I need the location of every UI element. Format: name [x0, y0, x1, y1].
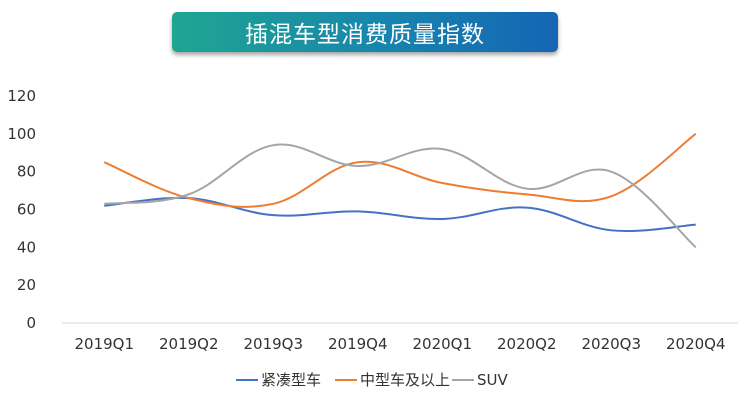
legend-label-2: SUV: [477, 371, 509, 389]
chart-title: 插混车型消费质量指数: [172, 12, 558, 52]
y-tick-label-5: 100: [7, 125, 36, 143]
y-tick-label-4: 80: [17, 163, 36, 181]
x-tick-label-0: 2019Q1: [74, 335, 134, 353]
y-tick-label-2: 40: [17, 238, 36, 256]
legend-label-1: 中型车及以上: [360, 371, 450, 389]
x-tick-label-2: 2019Q3: [243, 335, 303, 353]
y-tick-label-3: 60: [17, 201, 36, 219]
legend: 紧凑型车 中型车及以上 SUV: [236, 371, 509, 389]
y-tick-label-0: 0: [26, 314, 36, 332]
y-tick-label-6: 120: [7, 87, 36, 105]
series-line-1: [103, 133, 697, 208]
x-tick-label-7: 2020Q4: [666, 335, 726, 353]
x-tick-label-3: 2019Q4: [328, 335, 388, 353]
series-line-0: [104, 196, 696, 232]
x-axis-ticks: 2019Q1 2019Q2 2019Q3 2019Q4 2020Q1 2020Q2 2020…: [74, 335, 725, 353]
x-tick-label-6: 2020Q3: [581, 335, 641, 353]
y-tick-label-1: 20: [17, 276, 36, 294]
x-tick-label-1: 2019Q2: [159, 335, 219, 353]
x-tick-label-4: 2020Q1: [412, 335, 472, 353]
series-line-2: [104, 143, 697, 249]
x-tick-label-5: 2020Q2: [497, 335, 557, 353]
legend-label-0: 紧凑型车: [261, 371, 321, 389]
series-lines: [103, 133, 697, 249]
y-axis-ticks: 0 20 40 60 80 100 120: [7, 87, 36, 332]
